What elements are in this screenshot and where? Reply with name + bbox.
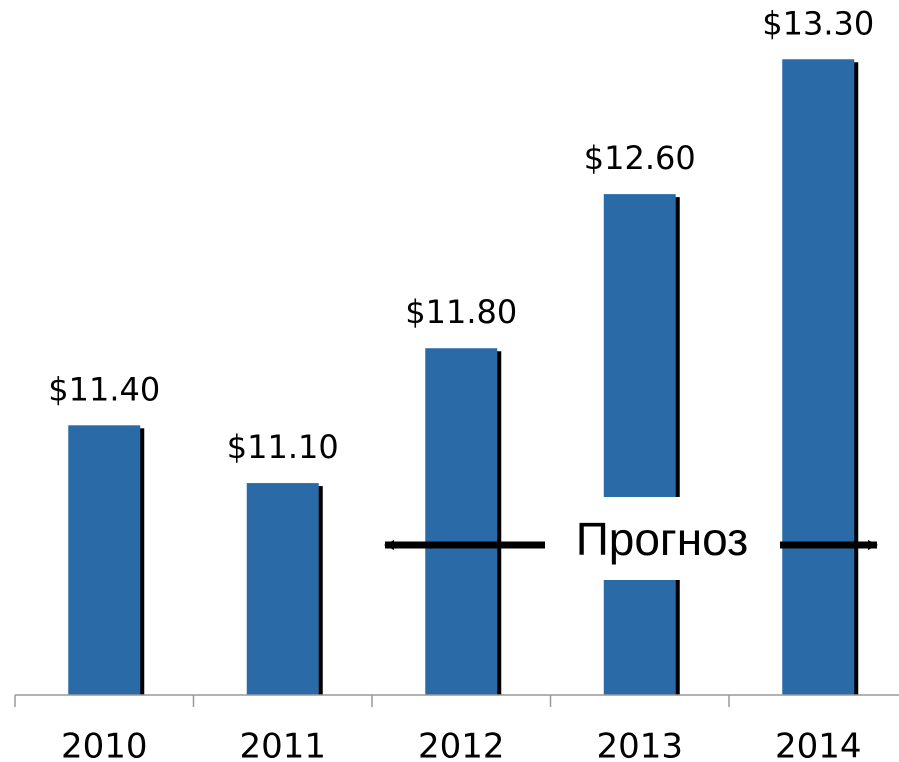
x-tick-label: 2014	[775, 727, 862, 762]
annotation: Прогноз	[576, 513, 749, 565]
bar	[425, 348, 498, 695]
value-label: $12.60	[584, 139, 696, 177]
bar	[782, 59, 855, 695]
bar	[246, 483, 319, 695]
x-tick-label: 2011	[239, 727, 326, 762]
x-tick-label: 2012	[418, 727, 505, 762]
x-tick-label: 2013	[596, 727, 683, 762]
value-label: $13.30	[762, 4, 874, 42]
value-label: $11.10	[227, 428, 339, 466]
value-label: $11.40	[48, 370, 160, 408]
bar	[603, 194, 676, 695]
annotation-box	[545, 497, 780, 580]
value-label: $11.80	[405, 293, 517, 331]
x-tick-label: 2010	[61, 727, 148, 762]
bar	[68, 425, 141, 695]
